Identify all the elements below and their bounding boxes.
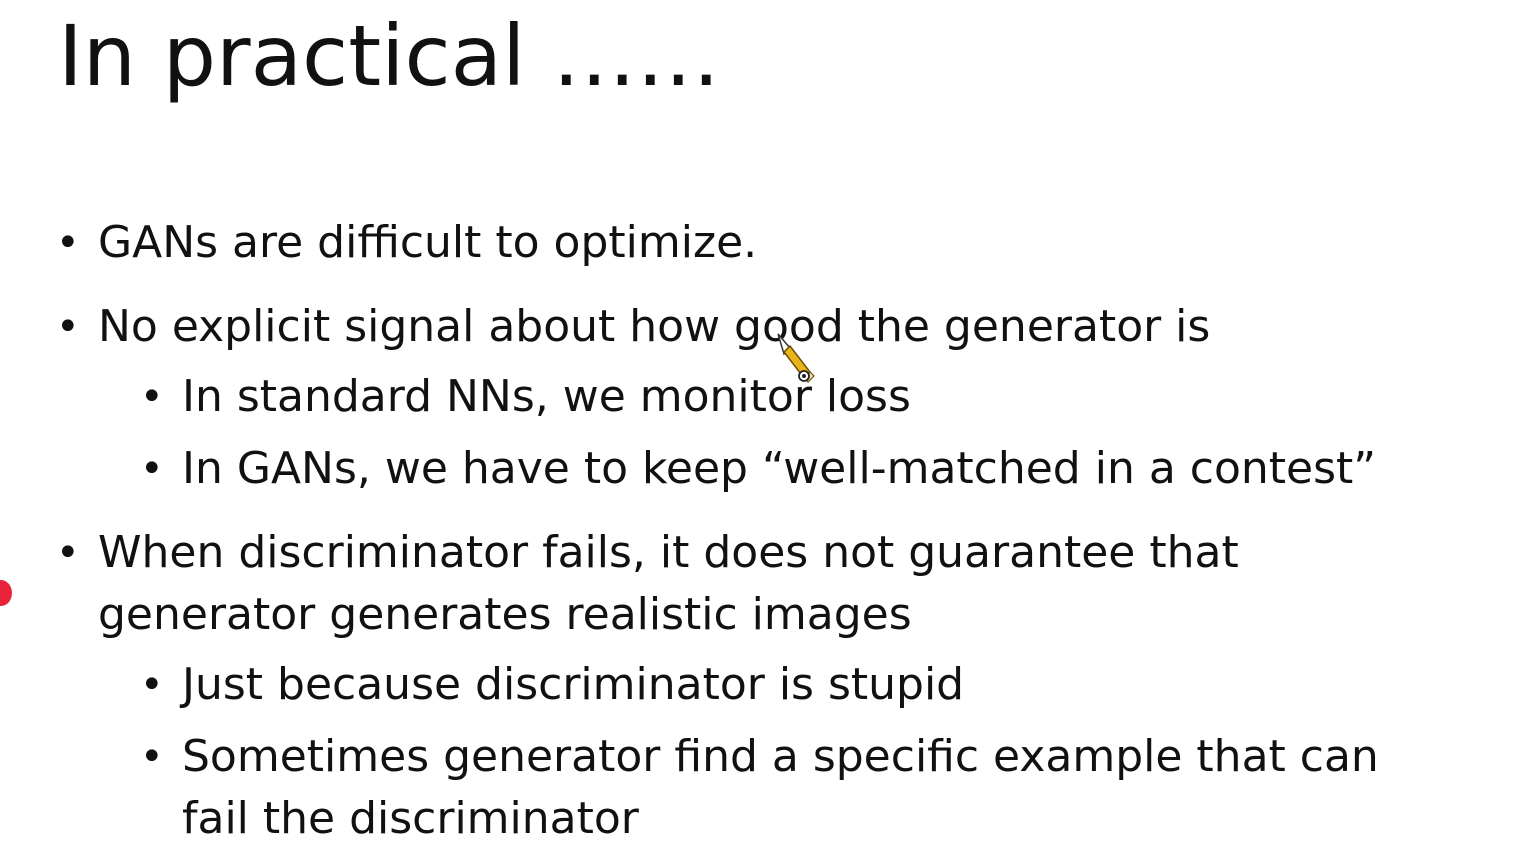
bullet-text: In GANs, we have to keep “well-matched i… [182,443,1377,494]
sub-bullet-item: • In GANs, we have to keep “well-matched… [140,438,1377,500]
bullet-dot-icon: • [56,220,80,266]
bullet-text: fail the discriminator [182,793,639,844]
bullet-text: In standard NNs, we monitor loss [182,371,911,422]
bullet-item: • No explicit signal about how good the … [56,296,1211,358]
sub-bullet-continuation: fail the discriminator [182,788,639,850]
bullet-dot-icon: • [140,662,164,708]
bullet-text: No explicit signal about how good the ge… [98,301,1211,352]
bullet-continuation: generator generates realistic images [98,584,912,646]
bullet-text: When discriminator fails, it does not gu… [98,527,1239,578]
slide-title: In practical …… [58,7,721,105]
bullet-text: GANs are difficult to optimize. [98,217,758,268]
bullet-text: Just because discriminator is stupid [182,659,965,710]
bullet-item: • When discriminator fails, it does not … [56,522,1239,584]
bullet-text: Sometimes generator find a specific exam… [182,731,1379,782]
bullet-item: • GANs are difficult to optimize. [56,212,758,274]
pencil-pointer-icon [777,333,815,383]
bullet-dot-icon: • [140,374,164,420]
red-dot-icon [0,580,12,606]
bullet-dot-icon: • [140,734,164,780]
bullet-dot-icon: • [56,530,80,576]
bullet-text: generator generates realistic images [98,589,912,640]
bullet-dot-icon: • [56,304,80,350]
bullet-dot-icon: • [140,446,164,492]
sub-bullet-item: • Sometimes generator find a specific ex… [140,726,1379,788]
sub-bullet-item: • Just because discriminator is stupid [140,654,965,716]
sub-bullet-item: • In standard NNs, we monitor loss [140,366,911,428]
